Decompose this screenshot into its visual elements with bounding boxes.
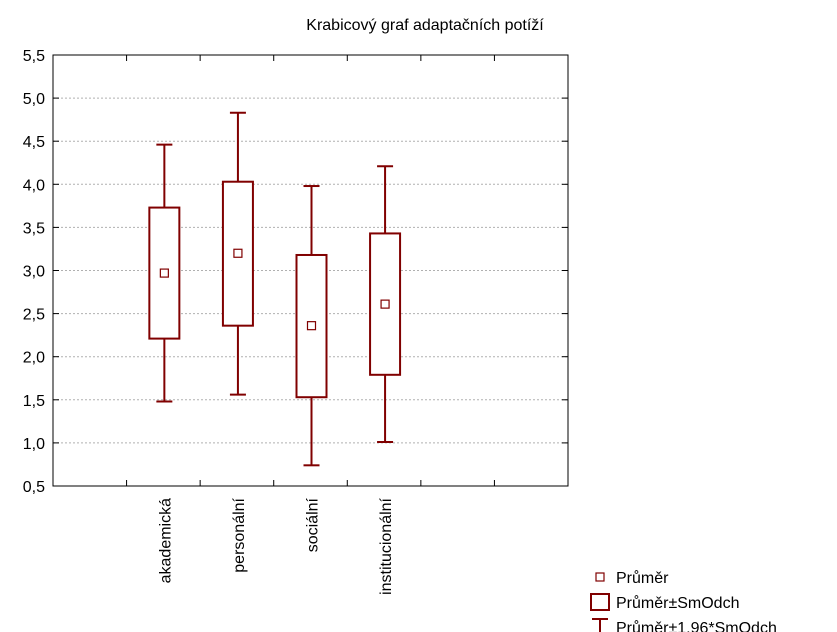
legend-item: Průměr±1,96*SmOdch <box>592 618 777 632</box>
mean-marker <box>159 268 169 278</box>
x-axis: akademická personální sociální institucioná… <box>126 55 495 595</box>
y-axis: 0,5 1,0 1,5 2,0 2,5 3,0 3,5 4,0 4,5 5,0 5,5 <box>23 48 568 496</box>
y-tick-label: 2,5 <box>23 307 45 324</box>
legend-item: Průměr <box>595 569 669 587</box>
y-tick-label: 5,0 <box>23 91 45 108</box>
legend-label: Průměr±SmOdch <box>616 594 739 612</box>
mean-marker <box>306 321 317 331</box>
box-group <box>295 185 328 467</box>
y-tick-label: 4,5 <box>23 134 45 151</box>
box-group <box>148 143 181 403</box>
x-tick-label: akademická <box>157 498 174 583</box>
legend-label: Průměr±1,96*SmOdch <box>616 619 777 632</box>
y-tick-label: 0,5 <box>23 479 45 496</box>
y-tick-label: 4,0 <box>23 177 45 194</box>
box-group <box>369 165 402 444</box>
boxes <box>148 111 402 467</box>
mean-marker <box>380 299 390 309</box>
legend-item: Průměr±SmOdch <box>590 593 739 612</box>
x-tick-label: sociální <box>305 497 322 552</box>
y-tick-label: 5,5 <box>23 48 45 65</box>
x-tick-label: institucionální <box>378 497 395 595</box>
legend-box-icon <box>590 593 610 611</box>
legend-label: Průměr <box>616 569 669 587</box>
box-group <box>221 111 254 396</box>
y-tick-label: 1,0 <box>23 436 45 453</box>
y-tick-label: 3,5 <box>23 220 45 237</box>
y-tick-label: 2,0 <box>23 350 45 367</box>
legend-mean-icon <box>595 572 605 582</box>
chart-title: Krabicový graf adaptačních potíží <box>306 17 544 34</box>
mean-marker <box>233 248 243 258</box>
legend: Průměr Průměr±SmOdch Průměr±1,96*SmOdch <box>590 569 777 632</box>
y-tick-label: 3,0 <box>23 264 45 281</box>
y-tick-label: 1,5 <box>23 393 45 410</box>
x-tick-label: personální <box>231 497 248 572</box>
